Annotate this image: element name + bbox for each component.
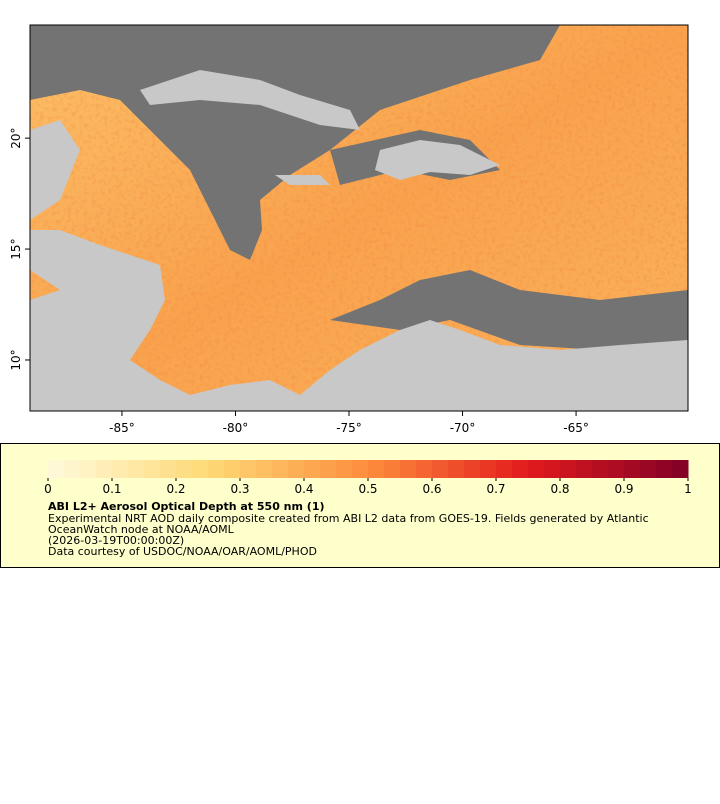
colorbar-segment [672,460,689,478]
colorbar-segment [48,460,65,478]
colorbar-tick-label: 0.2 [166,482,185,496]
colorbar-segment [64,460,81,478]
colorbar-segment [624,460,641,478]
colorbar-segment [192,460,209,478]
colorbar-tick-label: 0.5 [358,482,377,496]
land [275,175,330,185]
legend-line: (2026-03-19T00:00:00Z) [48,534,184,547]
y-tick-label: 10° [9,349,23,370]
colorbar-segment [448,460,465,478]
colorbar-segment [256,460,273,478]
colorbar-segment [480,460,497,478]
legend-line: Data courtesy of USDOC/NOAA/OAR/AOML/PHO… [48,545,317,558]
colorbar-tick-label: 0.8 [550,482,569,496]
colorbar-segment [576,460,593,478]
colorbar-segment [80,460,97,478]
colorbar-tick-label: 0.6 [422,482,441,496]
colorbar-segment [560,460,577,478]
colorbar-segment [416,460,433,478]
map-frame [29,24,689,412]
colorbar-segment [640,460,657,478]
colorbar-segment [96,460,113,478]
land [30,120,80,220]
colorbar-segment [224,460,241,478]
map-image [30,25,688,411]
colorbar-segment [352,460,369,478]
land [140,70,360,130]
colorbar-tick-label: 0 [44,482,52,496]
colorbar-tick-label: 0.4 [294,482,313,496]
colorbar-segment [320,460,337,478]
y-tick-label: 15° [9,238,23,259]
colorbar-segment [400,460,417,478]
colorbar-segment [544,460,561,478]
colorbar-segment [528,460,545,478]
colorbar-segment [512,460,529,478]
colorbar-segment [432,460,449,478]
colorbar-segment [176,460,193,478]
colorbar-segment [208,460,225,478]
legend-line: OceanWatch node at NOAA/AOML [48,523,235,536]
colorbar-segment [496,460,513,478]
colorbar-segment [128,460,145,478]
colorbar-tick-label: 0.9 [614,482,633,496]
colorbar-segment [592,460,609,478]
land [30,230,688,411]
land [375,140,500,180]
colorbar-segment [368,460,385,478]
colorbar-tick-label: 0.1 [102,482,121,496]
colorbar-segment [336,460,353,478]
colorbar-segment [608,460,625,478]
colorbar-segment [464,460,481,478]
legend-title: ABI L2+ Aerosol Optical Depth at 550 nm … [48,500,325,513]
colorbar-tick-label: 1 [684,482,692,496]
cloud-mask [330,270,688,350]
colorbar-segment [304,460,321,478]
y-tick-label: 20° [9,127,23,148]
colorbar-segment [384,460,401,478]
colorbar-segment [112,460,129,478]
legend-line: Experimental NRT AOD daily composite cre… [48,512,649,525]
colorbar-segment [272,460,289,478]
x-tick-label: -85° [109,421,135,435]
x-tick-label: -75° [336,421,362,435]
colorbar-tick-label: 0.7 [486,482,505,496]
colorbar-segment [656,460,673,478]
colorbar-segment [240,460,257,478]
colorbar-segment [160,460,177,478]
x-tick-label: -70° [450,421,476,435]
x-tick-label: -80° [223,421,249,435]
colorbar-tick-label: 0.3 [230,482,249,496]
x-tick-label: -65° [563,421,589,435]
colorbar-segment [288,460,305,478]
colorbar-segment [144,460,161,478]
